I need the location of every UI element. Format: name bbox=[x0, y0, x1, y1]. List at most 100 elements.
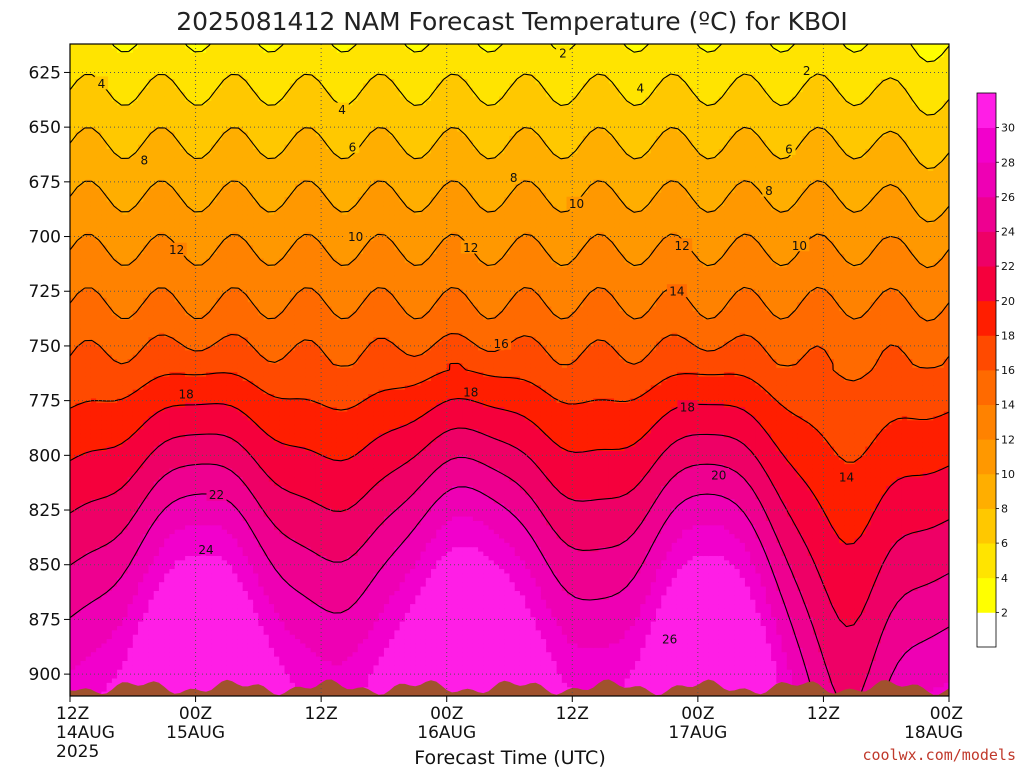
field-cell bbox=[91, 272, 97, 277]
field-cell bbox=[159, 114, 165, 119]
field-cell bbox=[232, 114, 238, 119]
field-cell bbox=[107, 118, 113, 123]
field-cell bbox=[128, 337, 134, 342]
field-cell bbox=[201, 123, 207, 128]
field-cell bbox=[169, 552, 175, 557]
field-cell bbox=[232, 311, 238, 316]
field-cell bbox=[154, 145, 160, 150]
field-cell bbox=[232, 377, 238, 382]
field-cell bbox=[196, 175, 202, 180]
field-cell bbox=[91, 293, 97, 298]
field-cell bbox=[138, 482, 144, 487]
field-cell bbox=[143, 547, 149, 552]
field-cell bbox=[164, 324, 170, 329]
field-cell bbox=[101, 521, 107, 526]
field-cell bbox=[143, 206, 149, 211]
field-cell bbox=[86, 237, 92, 242]
field-cell bbox=[75, 237, 81, 242]
field-cell bbox=[70, 127, 76, 132]
field-cell bbox=[227, 167, 233, 172]
field-cell bbox=[117, 630, 123, 635]
field-cell bbox=[138, 377, 144, 382]
field-cell bbox=[80, 355, 86, 360]
field-cell bbox=[101, 530, 107, 535]
field-cell bbox=[143, 569, 149, 574]
field-cell bbox=[133, 560, 139, 565]
field-cell bbox=[112, 136, 118, 141]
field-cell bbox=[138, 285, 144, 290]
field-cell bbox=[133, 237, 139, 242]
field-cell bbox=[196, 315, 202, 320]
field-cell bbox=[101, 127, 107, 132]
field-cell bbox=[148, 573, 154, 578]
field-cell bbox=[128, 346, 134, 351]
field-cell bbox=[143, 657, 149, 662]
field-cell bbox=[133, 250, 139, 255]
field-cell bbox=[237, 132, 243, 137]
field-cell bbox=[96, 608, 102, 613]
field-cell bbox=[169, 425, 175, 430]
field-cell bbox=[128, 167, 134, 172]
field-cell bbox=[101, 661, 107, 666]
field-cell bbox=[91, 648, 97, 653]
field-cell bbox=[222, 272, 228, 277]
field-cell bbox=[175, 346, 181, 351]
field-cell bbox=[143, 626, 149, 631]
field-cell bbox=[112, 105, 118, 110]
field-cell bbox=[75, 202, 81, 207]
field-cell bbox=[75, 136, 81, 141]
field-cell bbox=[175, 381, 181, 386]
field-cell bbox=[154, 158, 160, 163]
field-cell bbox=[80, 525, 86, 530]
field-cell bbox=[243, 118, 249, 123]
field-cell bbox=[143, 525, 149, 530]
field-cell bbox=[80, 149, 86, 154]
field-cell bbox=[180, 600, 186, 605]
field-cell bbox=[80, 643, 86, 648]
field-cell bbox=[222, 280, 228, 285]
field-cell bbox=[206, 429, 212, 434]
field-cell bbox=[232, 175, 238, 180]
field-cell bbox=[112, 556, 118, 561]
field-cell bbox=[107, 582, 113, 587]
field-cell bbox=[196, 75, 202, 80]
field-cell bbox=[227, 477, 233, 482]
field-cell bbox=[227, 538, 233, 543]
field-cell bbox=[237, 324, 243, 329]
field-cell bbox=[175, 92, 181, 97]
field-cell bbox=[138, 630, 144, 635]
field-cell bbox=[227, 639, 233, 644]
field-cell bbox=[164, 451, 170, 456]
field-cell bbox=[159, 110, 165, 115]
field-cell bbox=[86, 328, 92, 333]
field-cell bbox=[159, 44, 165, 49]
field-cell bbox=[180, 53, 186, 58]
field-cell bbox=[227, 123, 233, 128]
field-cell bbox=[117, 394, 123, 399]
field-cell bbox=[180, 315, 186, 320]
field-cell bbox=[128, 407, 134, 412]
field-cell bbox=[133, 167, 139, 172]
field-cell bbox=[206, 381, 212, 386]
field-cell bbox=[70, 228, 76, 233]
field-cell bbox=[143, 600, 149, 605]
field-cell bbox=[70, 320, 76, 325]
field-cell bbox=[112, 630, 118, 635]
field-cell bbox=[96, 206, 102, 211]
field-cell bbox=[101, 311, 107, 316]
field-cell bbox=[196, 202, 202, 207]
field-cell bbox=[91, 62, 97, 67]
field-cell bbox=[180, 193, 186, 198]
field-cell bbox=[75, 114, 81, 119]
field-cell bbox=[133, 66, 139, 71]
field-cell bbox=[164, 385, 170, 390]
field-cell bbox=[201, 468, 207, 473]
field-cell bbox=[243, 390, 249, 395]
field-cell bbox=[169, 162, 175, 167]
field-cell bbox=[80, 324, 86, 329]
field-cell bbox=[148, 350, 154, 355]
field-cell bbox=[159, 97, 165, 102]
field-cell bbox=[117, 565, 123, 570]
field-cell bbox=[154, 416, 160, 421]
field-cell bbox=[91, 149, 97, 154]
